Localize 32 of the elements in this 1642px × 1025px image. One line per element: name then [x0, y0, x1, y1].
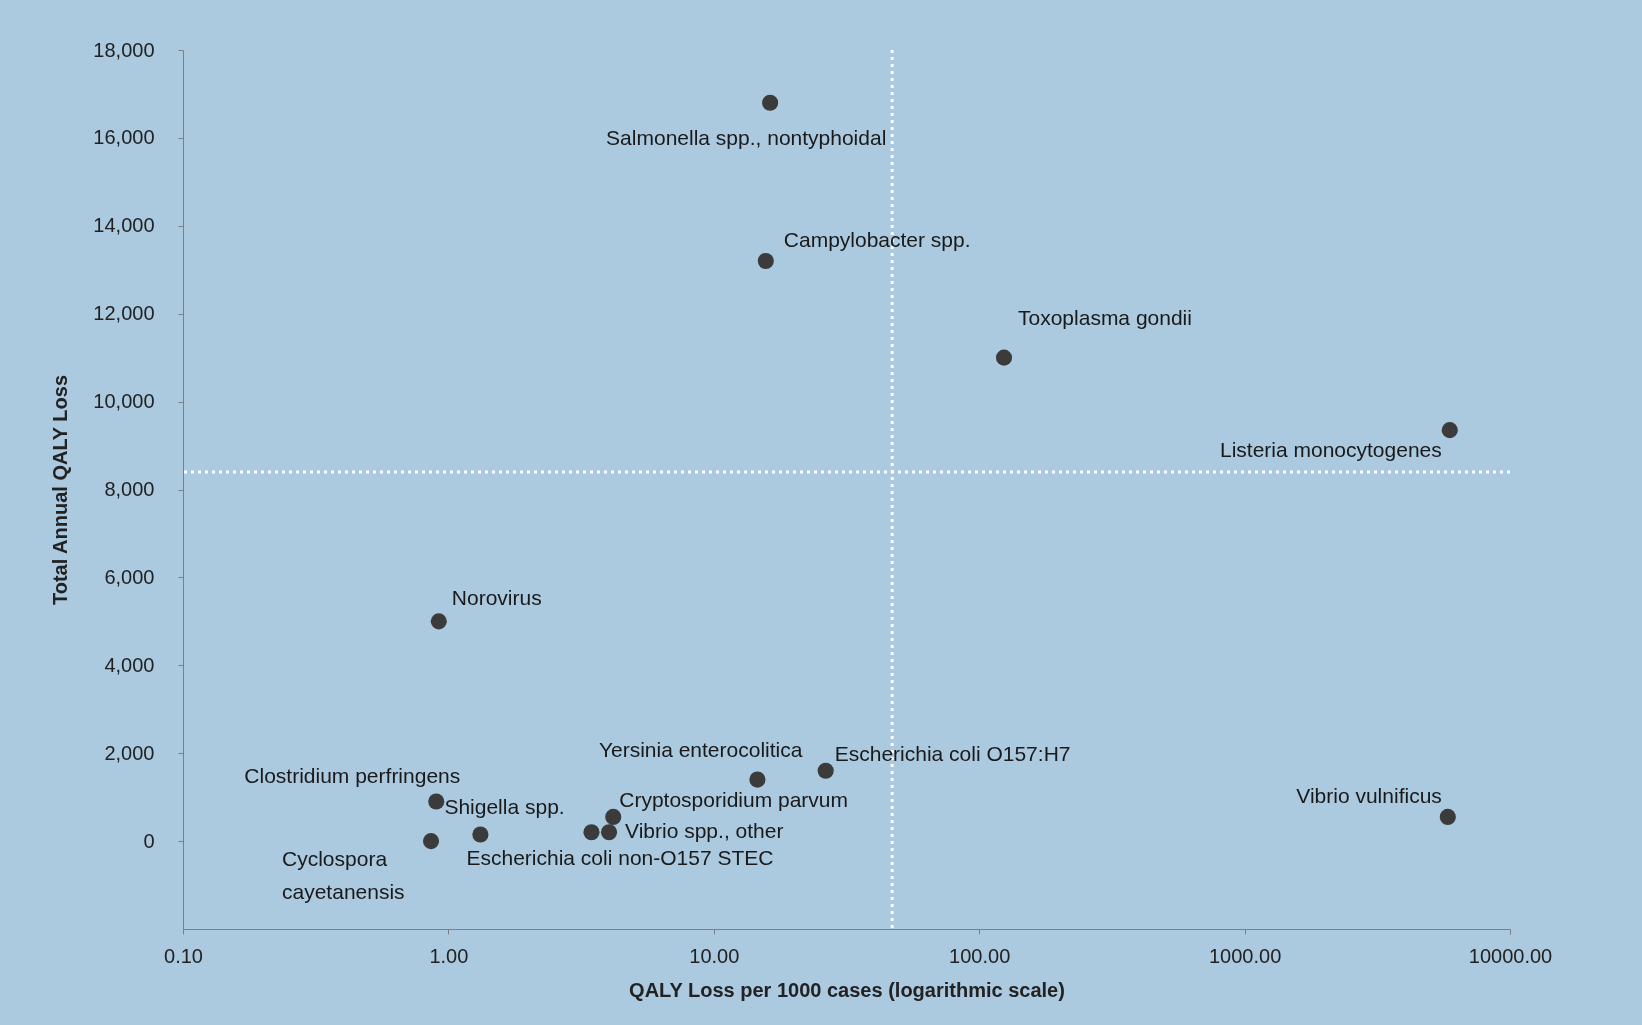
x-tick-label: 1000.00: [1208, 944, 1282, 967]
y-tick-label: 14,000: [93, 214, 155, 237]
y-tick-label: 18,000: [93, 38, 155, 61]
annotation: Norovirus: [451, 586, 542, 610]
annotation: Clostridium perfringens: [244, 763, 461, 787]
x-tick-label: 10000.00: [1468, 944, 1553, 967]
annotation: Listeria monocytogenes: [1219, 438, 1442, 462]
x-tick-label: 100.00: [949, 944, 1011, 967]
y-tick-label: 4,000: [104, 653, 155, 676]
x-axis-title: QALY Loss per 1000 cases (logarithmic scale): [629, 978, 1065, 1001]
y-axis-title: Total Annual QALY Loss: [49, 374, 72, 606]
annotation: Toxoplasma gondii: [1017, 305, 1192, 329]
annotation: Vibrio vulnificus: [1296, 783, 1442, 807]
x-tick-label: 1.00: [429, 944, 469, 967]
y-tick-label: 0: [143, 829, 155, 852]
annotation: Vibrio spp., other: [625, 819, 784, 843]
y-tick-label: 2,000: [104, 741, 155, 764]
y-tick-label: 8,000: [104, 478, 155, 500]
y-tick-label: 16,000: [93, 126, 155, 149]
annotation: Escherichia coli O157:H7: [834, 741, 1071, 765]
y-tick-label: 10,000: [93, 390, 155, 413]
x-tick-label: 10.00: [689, 944, 740, 967]
annotation: Yersinia enterocolitica: [598, 737, 803, 761]
annotation: Salmonella spp., nontyphoidal: [606, 125, 887, 149]
annotation: Cyclospora cayetanensis: [282, 847, 405, 904]
y-tick-label: 6,000: [104, 565, 155, 588]
annotation: Cryptosporidium parvum: [619, 787, 849, 811]
x-tick-label: 0.10: [164, 944, 203, 967]
annotation: Shigella spp.: [444, 794, 565, 818]
y-tick-label: 12,000: [93, 302, 155, 325]
annotation: Escherichia coli non-O157 STEC: [466, 846, 774, 870]
annotation: Campylobacter spp.: [783, 227, 971, 251]
